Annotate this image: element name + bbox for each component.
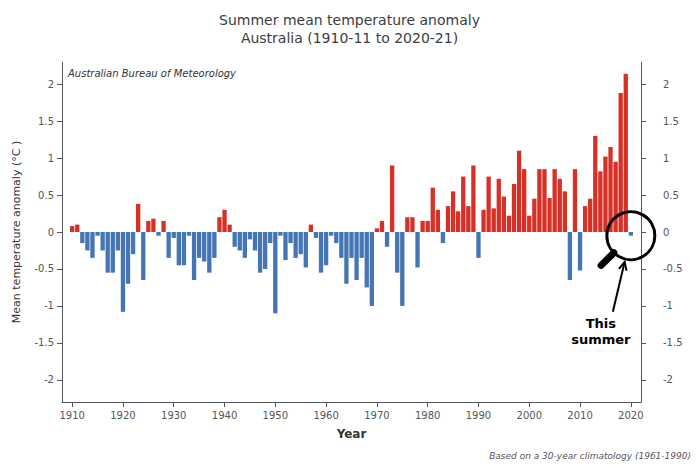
svg-text:2: 2 — [48, 79, 54, 90]
svg-text:-1: -1 — [663, 300, 673, 311]
svg-text:-2: -2 — [44, 374, 54, 385]
svg-text:0.5: 0.5 — [38, 190, 54, 201]
svg-text:-1.5: -1.5 — [663, 337, 683, 348]
svg-text:-1: -1 — [44, 300, 54, 311]
svg-text:Australia (1910-11 to 2020-21): Australia (1910-11 to 2020-21) — [241, 30, 458, 46]
svg-text:1980: 1980 — [415, 410, 440, 421]
svg-text:Summer mean temperature anomal: Summer mean temperature anomaly — [219, 12, 480, 28]
svg-text:2010: 2010 — [567, 410, 592, 421]
svg-text:0.5: 0.5 — [663, 190, 679, 201]
svg-text:1: 1 — [48, 153, 54, 164]
svg-text:-1.5: -1.5 — [34, 337, 54, 348]
svg-text:1910: 1910 — [59, 410, 84, 421]
svg-text:1940: 1940 — [212, 410, 237, 421]
svg-text:1950: 1950 — [263, 410, 288, 421]
svg-text:summer: summer — [571, 332, 631, 347]
svg-text:0: 0 — [663, 227, 669, 238]
svg-text:-0.5: -0.5 — [663, 263, 683, 274]
svg-text:2020: 2020 — [618, 410, 643, 421]
svg-text:2: 2 — [663, 79, 669, 90]
svg-text:Based on a 30-year climatology: Based on a 30-year climatology (1961-199… — [489, 451, 691, 461]
svg-text:1920: 1920 — [110, 410, 135, 421]
svg-text:This: This — [586, 316, 617, 331]
svg-text:-0.5: -0.5 — [34, 263, 54, 274]
svg-text:1970: 1970 — [364, 410, 389, 421]
svg-text:Year: Year — [336, 427, 367, 441]
svg-text:1930: 1930 — [161, 410, 186, 421]
svg-text:1: 1 — [663, 153, 669, 164]
svg-text:1.5: 1.5 — [663, 116, 679, 127]
svg-text:1960: 1960 — [313, 410, 338, 421]
svg-text:-2: -2 — [663, 374, 673, 385]
svg-text:Mean temperature anomaly (°C ): Mean temperature anomaly (°C ) — [10, 141, 23, 323]
svg-text:1990: 1990 — [466, 410, 491, 421]
svg-text:1.5: 1.5 — [38, 116, 54, 127]
svg-text:0: 0 — [48, 227, 54, 238]
svg-text:Australian Bureau of Meteorolo: Australian Bureau of Meteorology — [67, 68, 237, 79]
svg-text:2000: 2000 — [517, 410, 542, 421]
